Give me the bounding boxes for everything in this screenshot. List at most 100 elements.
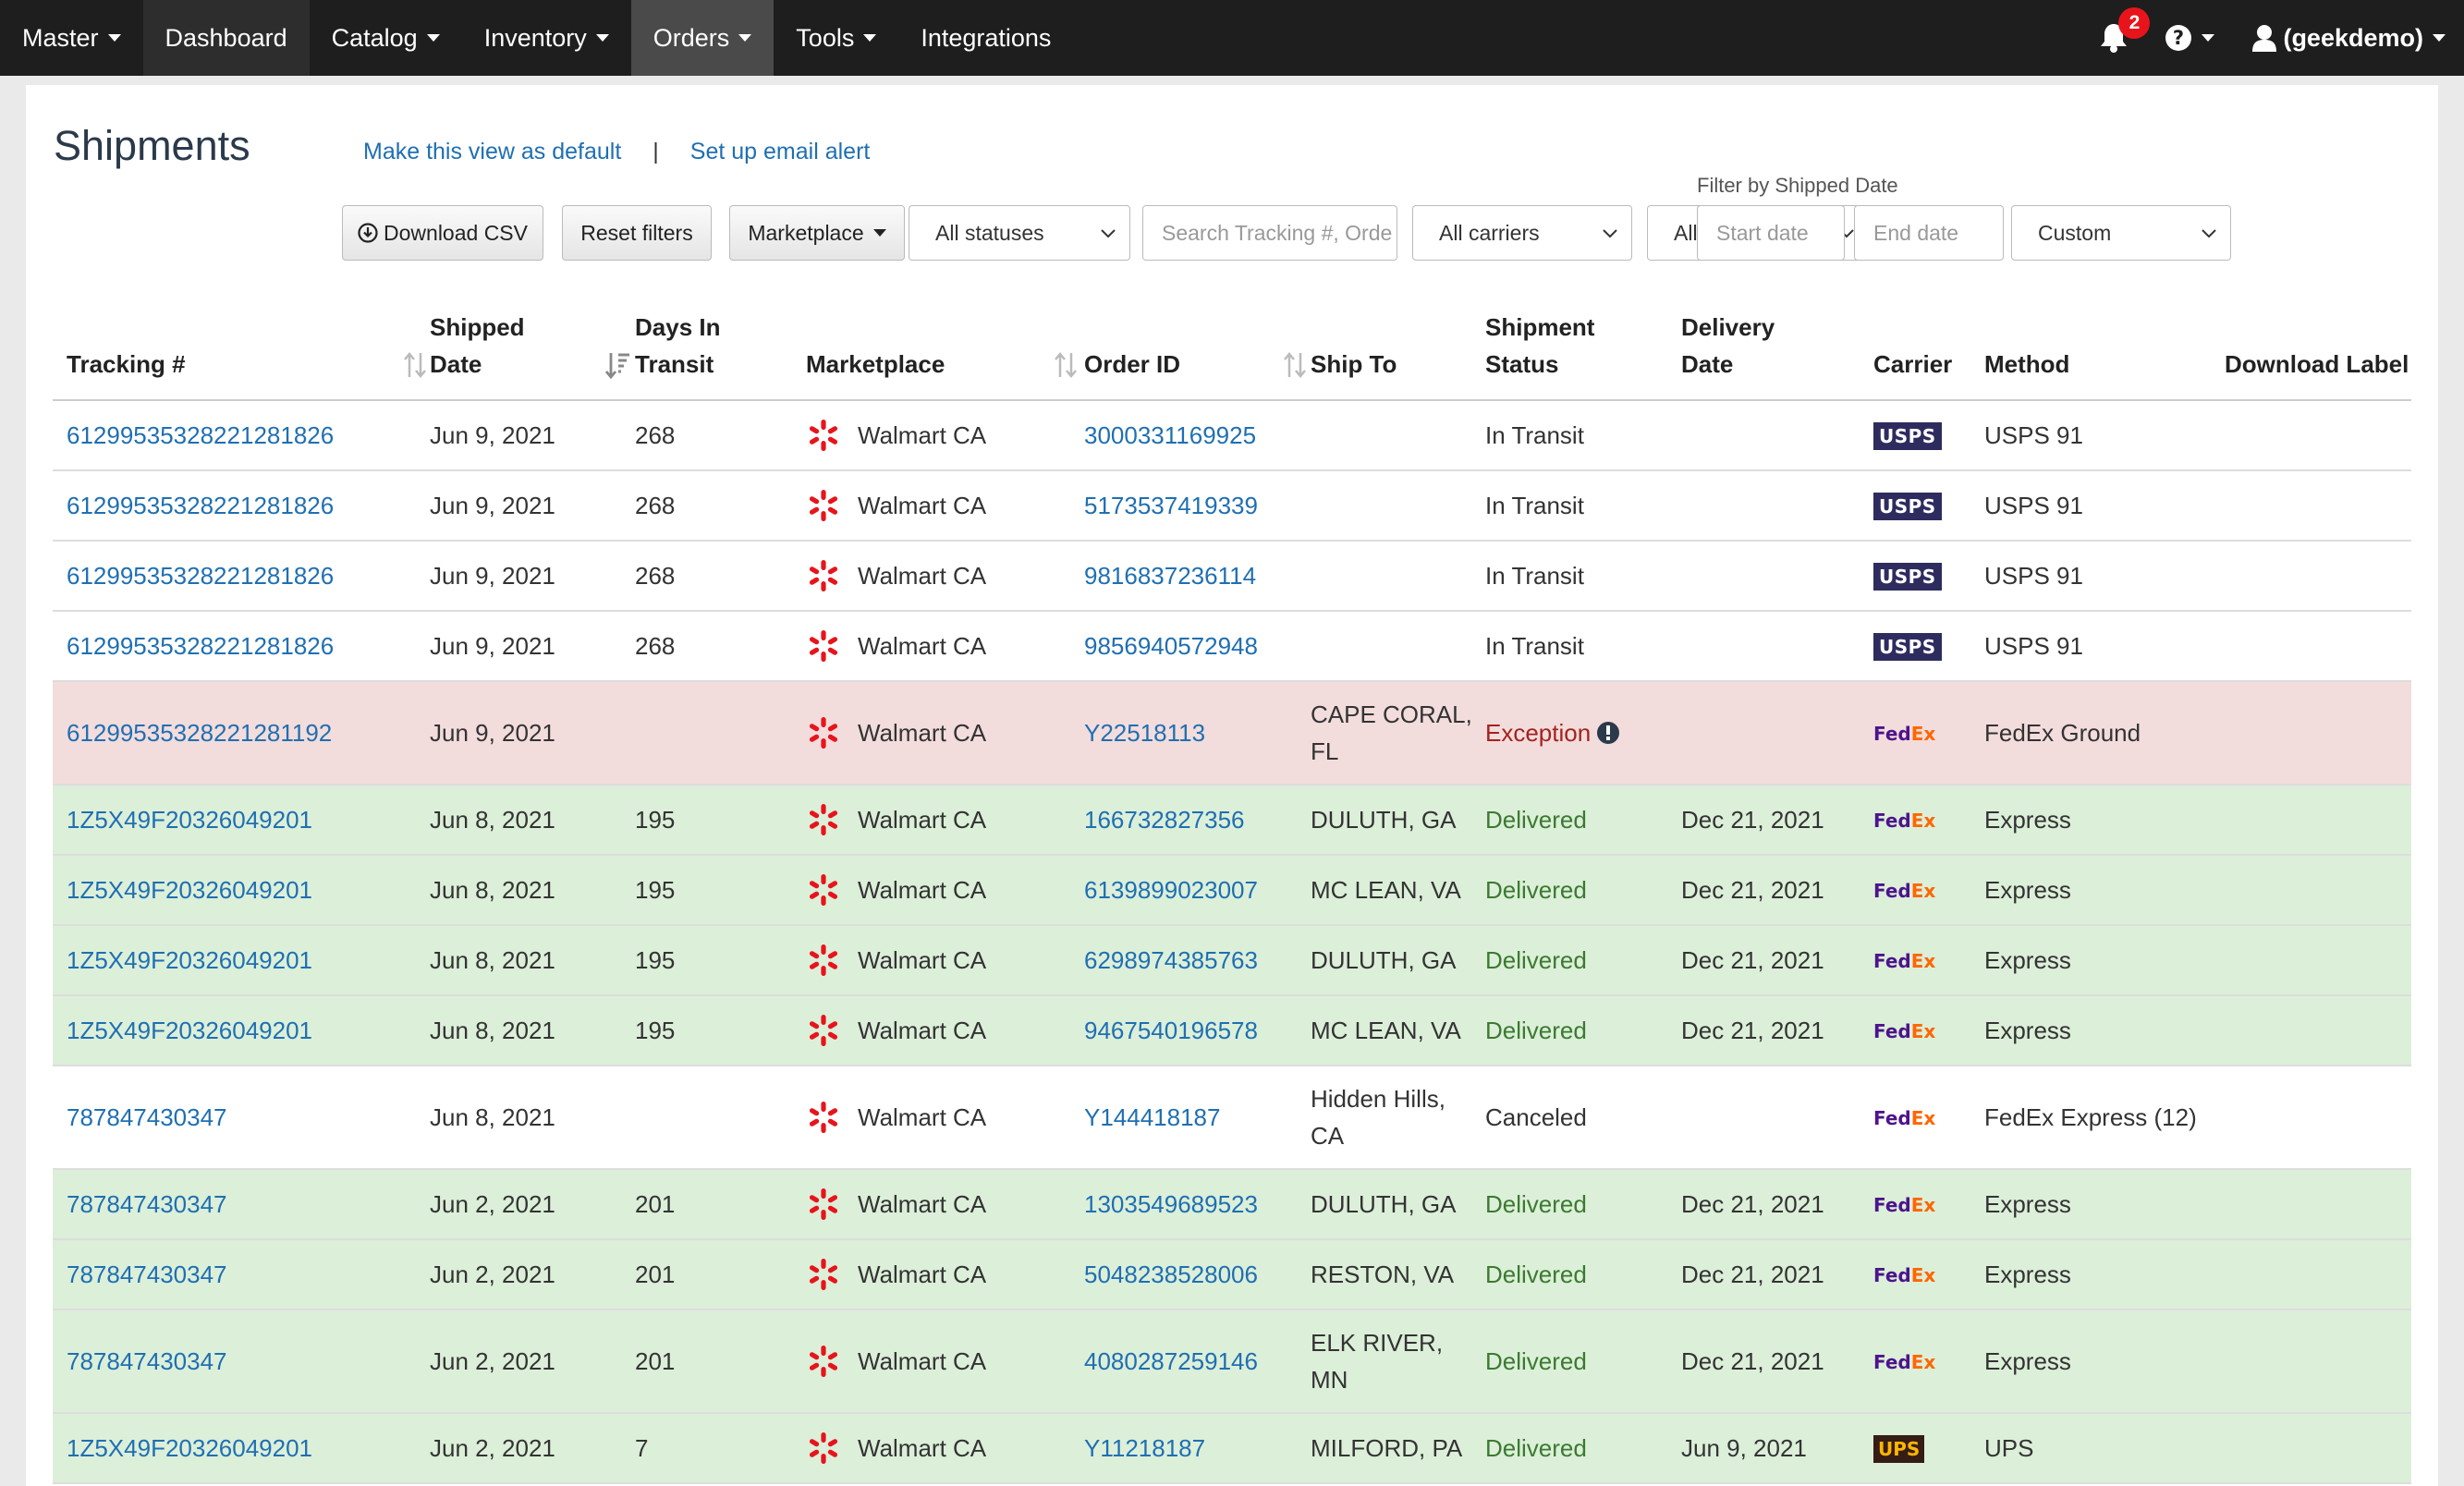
tracking-number-link[interactable]: 61299535328221281826 (67, 562, 335, 590)
tracking-number-link[interactable]: 1Z5X49F20326049201 (67, 806, 313, 834)
end-date-input[interactable]: End date (1854, 205, 2004, 261)
help-menu[interactable]: ? (2165, 24, 2215, 52)
shipped-date: Jun 2, 2021 (430, 1261, 555, 1288)
header-order-id[interactable]: Order ID (1084, 350, 1181, 378)
tracking-number-link[interactable]: 1Z5X49F20326049201 (67, 1434, 313, 1462)
nav-dashboard[interactable]: Dashboard (142, 0, 310, 76)
table-row[interactable]: 1Z5X49F20326049201 Jun 8, 2021 195 Walmart … (53, 996, 2411, 1066)
header-delivery-date: Delivery Date (1681, 313, 1775, 378)
order-id-link[interactable]: 6298974385763 (1084, 946, 1258, 974)
order-id-link[interactable]: 9856940572948 (1084, 632, 1258, 660)
tracking-number-link[interactable]: 787847430347 (67, 1261, 227, 1288)
tracking-number-link[interactable]: 61299535328221281192 (67, 719, 333, 747)
table-row[interactable]: 61299535328221281826 Jun 9, 2021 268 Walmar… (53, 471, 2411, 542)
order-id-link[interactable]: Y144418187 (1084, 1103, 1221, 1131)
order-id-link[interactable]: 166732827356 (1084, 806, 1245, 834)
order-id-link[interactable]: 4080287259146 (1084, 1347, 1258, 1375)
email-alert-link[interactable]: Set up email alert (689, 139, 871, 164)
fedex-logo: FedEx (1873, 1264, 1936, 1286)
table-row[interactable]: 1Z5X49F20326049201 Jun 8, 2021 195 Walmart … (53, 856, 2411, 926)
usps-logo: USPS (1873, 422, 1942, 450)
carrier-cell: USPS (1873, 486, 1942, 525)
status-select[interactable]: All statuses (909, 205, 1130, 261)
tracking-number-link[interactable]: 787847430347 (67, 1103, 227, 1131)
table-row[interactable]: 1Z5X49F20326049201 Jun 2, 2021 7 Walmart CA… (53, 1414, 2411, 1484)
sort-arrows-icon[interactable] (1282, 351, 1308, 379)
table-row[interactable]: 61299535328221281826 Jun 9, 2021 268 Walmar… (53, 612, 2411, 682)
tracking-number-link[interactable]: 61299535328221281826 (67, 632, 335, 660)
header-shipped-date[interactable]: Shipped Date (430, 313, 525, 378)
link-separator: | (653, 139, 659, 164)
tracking-number-link[interactable]: 1Z5X49F20326049201 (67, 876, 313, 904)
marketplace-cell: Walmart CA (806, 1099, 986, 1136)
notifications-button[interactable]: 2 (2081, 0, 2151, 76)
table-row[interactable]: 61299535328221281826 Jun 9, 2021 268 Walmar… (53, 542, 2411, 612)
page-title: Shipments (54, 122, 250, 169)
days-in-transit: 268 (635, 632, 676, 660)
tracking-number-link[interactable]: 1Z5X49F20326049201 (67, 1017, 313, 1044)
order-id-link[interactable]: 5173537419339 (1084, 492, 1258, 519)
marketplace-dropdown[interactable]: Marketplace (729, 205, 905, 261)
header-method: Method (1984, 350, 2070, 378)
tracking-number-link[interactable]: 1Z5X49F20326049201 (67, 946, 313, 974)
shipped-date: Jun 9, 2021 (430, 719, 555, 747)
marketplace-name: Walmart CA (858, 719, 987, 747)
user-menu[interactable]: (geekdemo) (2251, 24, 2446, 53)
order-id-link[interactable]: Y22518113 (1084, 719, 1206, 747)
table-row[interactable]: 61299535328221281826 Jun 9, 2021 268 Walmar… (53, 401, 2411, 471)
make-default-view-link[interactable]: Make this view as default (363, 139, 622, 164)
order-id-link[interactable]: 9816837236114 (1084, 562, 1257, 590)
table-row[interactable]: 787847430347 Jun 2, 2021 201 Walmart CA 5048… (53, 1240, 2411, 1310)
shipped-date: Jun 8, 2021 (430, 876, 555, 904)
header-tracking[interactable]: Tracking # (67, 350, 186, 378)
order-id-link[interactable]: 1303549689523 (1084, 1190, 1258, 1218)
sort-desc-icon[interactable] (604, 351, 631, 379)
table-row[interactable]: 787847430347 Jun 2, 2021 201 Walmart CA 1303… (53, 1170, 2411, 1240)
tracking-number-link[interactable]: 61299535328221281826 (67, 492, 335, 519)
fedex-logo: FedEx (1873, 1107, 1936, 1129)
sort-arrows-icon[interactable] (1053, 351, 1079, 379)
shipping-method: FedEx Express (12) (1984, 1103, 2197, 1131)
sort-arrows-icon[interactable] (402, 351, 428, 379)
order-id-link[interactable]: 6139899023007 (1084, 876, 1258, 904)
marketplace-name: Walmart CA (858, 1190, 987, 1218)
nav-tools[interactable]: Tools (774, 0, 898, 76)
carrier-select[interactable]: All carriers (1412, 205, 1632, 261)
nav-orders[interactable]: Orders (630, 0, 775, 76)
tracking-number-link[interactable]: 787847430347 (67, 1347, 227, 1375)
nav-inventory[interactable]: Inventory (462, 0, 631, 76)
tracking-number-link[interactable]: 61299535328221281826 (67, 421, 335, 449)
ship-to-line2: CA (1311, 1122, 1345, 1150)
carrier-cell: FedEx (1873, 1342, 1935, 1381)
table-row[interactable]: 1Z5X49F20326049201 Jun 8, 2021 195 Walmart … (53, 786, 2411, 856)
download-csv-button[interactable]: Download CSV (342, 205, 543, 261)
shipping-method: Express (1984, 806, 2071, 834)
date-range-select[interactable]: Custom (2011, 205, 2231, 261)
table-row[interactable]: 1Z5X49F20326049201 Jun 8, 2021 195 Walmart … (53, 926, 2411, 996)
order-id-link[interactable]: 5048238528006 (1084, 1261, 1258, 1288)
carrier-cell: FedEx (1873, 871, 1935, 909)
reset-filters-button[interactable]: Reset filters (562, 205, 712, 261)
nav-catalog-label: Catalog (331, 23, 418, 52)
nav-master[interactable]: Master (0, 0, 143, 76)
tracking-search-input[interactable]: Search Tracking #, Orde (1142, 205, 1397, 261)
header-shipment-status: Shipment Status (1485, 313, 1595, 378)
tracking-number-link[interactable]: 787847430347 (67, 1190, 227, 1218)
ship-to-line1: MC LEAN, VA (1311, 1017, 1461, 1044)
table-row[interactable]: 787847430347 Jun 8, 2021 Walmart CA Y144418… (53, 1066, 2411, 1170)
table-row[interactable]: 61299535328221281192 Jun 9, 2021 Walmart C… (53, 682, 2411, 786)
table-row[interactable]: 787847430347 Jun 2, 2021 201 Walmart CA 4080… (53, 1310, 2411, 1414)
nav-catalog[interactable]: Catalog (310, 0, 462, 76)
fedex-logo: FedEx (1873, 1020, 1936, 1042)
shipping-method: FedEx Ground (1984, 719, 2141, 747)
shipment-status-text: Delivered (1485, 1347, 1587, 1375)
shipment-status-text: Delivered (1485, 806, 1587, 834)
order-id-link[interactable]: 3000331169925 (1084, 421, 1257, 449)
download-circle-icon (358, 223, 378, 243)
nav-integrations[interactable]: Integrations (898, 0, 1073, 76)
fedex-logo: FedEx (1873, 1351, 1936, 1373)
header-marketplace[interactable]: Marketplace (806, 350, 945, 378)
order-id-link[interactable]: Y11218187 (1084, 1434, 1206, 1462)
start-date-input[interactable]: Start date (1697, 205, 1845, 261)
order-id-link[interactable]: 9467540196578 (1084, 1017, 1258, 1044)
